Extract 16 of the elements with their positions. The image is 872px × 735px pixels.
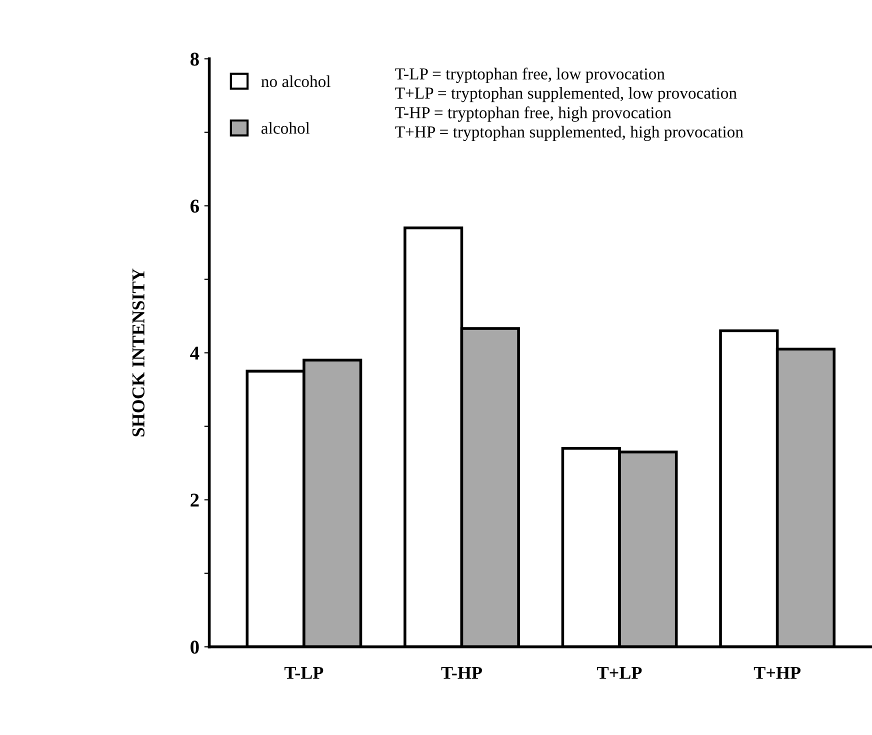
x-tick-label: T-HP [441,666,482,679]
y-tick-label: 4 [190,346,200,360]
annotation: T-HP = tryptophan free, high provocation [395,106,672,122]
legend-label: alcohol [261,122,310,134]
annotation: T+LP = tryptophan supplemented, low provocation [395,87,737,102]
y-axis-title: SHOCK INTENSITY [132,268,144,436]
y-tick-label: 2 [190,494,199,507]
x-tick-label: T-LP [284,666,324,679]
y-tick-label: 0 [190,640,199,654]
annotation: T+HP = tryptophan supplemented, high provocation [395,126,744,141]
x-tick-label: T+LP [597,666,642,679]
y-tick-label: 8 [190,52,199,66]
legend-label: no alcohol [261,75,330,88]
x-tick-label: T+HP [754,666,801,679]
annotation: T-LP = tryptophan free, low provocation [395,68,665,83]
y-tick-label: 6 [190,200,199,213]
